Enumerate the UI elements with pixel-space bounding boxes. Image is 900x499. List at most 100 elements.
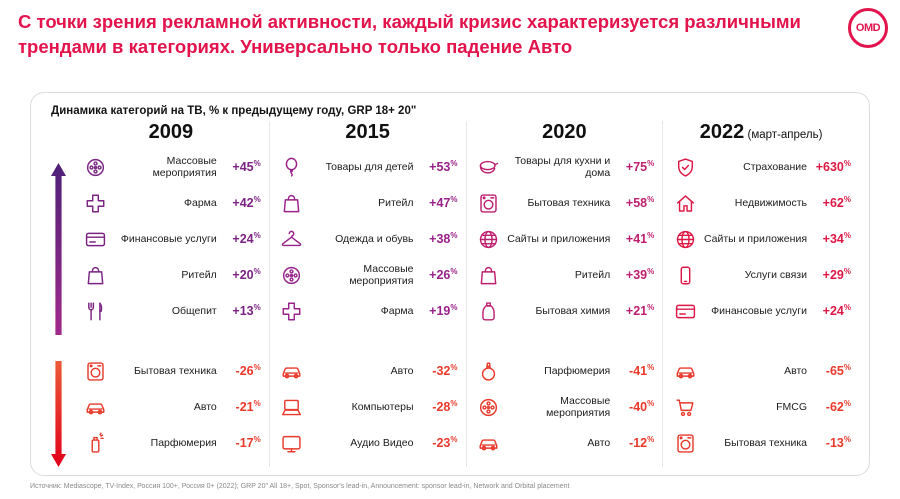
- category-row: Компьютеры -28%: [278, 389, 458, 425]
- category-label: Финансовые услуги: [120, 232, 217, 245]
- category-label: Бытовая техника: [134, 364, 217, 377]
- category-row: Страхование +630%: [671, 149, 851, 185]
- category-label: Ритейл: [181, 268, 217, 281]
- shield-check-icon: [671, 156, 699, 179]
- category-label: Бытовая техника: [527, 196, 611, 209]
- category-row: Ритейл +39%: [475, 257, 654, 293]
- category-label: Сайты и приложения: [703, 232, 807, 245]
- category-value: +630%: [815, 159, 851, 175]
- source-note: Источник: Mediascope, TV-Index, Россия 1…: [30, 483, 570, 490]
- decline-arrow-icon: [50, 361, 66, 467]
- category-row: Массовые мероприятия -40%: [475, 389, 655, 425]
- category-label: Бытовая техника: [724, 436, 807, 449]
- category-label: Общепит: [171, 304, 217, 317]
- category-row: Парфюмерия -17%: [81, 425, 261, 461]
- trend-arrows: [43, 121, 73, 467]
- washing-machine-icon: [671, 432, 699, 455]
- category-row: Массовые мероприятия +26%: [278, 257, 458, 293]
- shopping-bag-icon: [278, 192, 306, 215]
- category-value: -13%: [825, 435, 851, 451]
- spray-can-icon: [81, 431, 109, 455]
- category-value: +13%: [232, 303, 261, 319]
- perfume-icon: [475, 360, 503, 383]
- car-icon: [81, 396, 109, 419]
- film-reel-icon: [475, 396, 503, 419]
- category-label: Финансовые услуги: [711, 304, 807, 317]
- category-label: Массовые мероприятия: [152, 154, 217, 179]
- category-row: Сайты и приложения +41%: [475, 221, 654, 257]
- washing-machine-icon: [475, 192, 503, 215]
- category-value: +45%: [232, 159, 261, 175]
- category-row: Парфюмерия -41%: [475, 353, 654, 389]
- car-icon: [671, 360, 699, 383]
- category-label: Авто: [784, 364, 807, 377]
- card-title: Динамика категорий на ТВ, % к предыдущем…: [51, 105, 417, 117]
- year-label: 2015: [345, 121, 390, 143]
- shopping-bag-icon: [81, 264, 109, 287]
- year-column-2022: 2022 (март-апрель) Страхование +630% Недвиж…: [662, 121, 859, 467]
- category-row: Финансовые услуги +24%: [81, 221, 261, 257]
- category-value: +42%: [232, 195, 261, 211]
- washing-machine-icon: [81, 360, 109, 383]
- year-column-2009: 2009 Массовые мероприятия +45% Фарма +42% Фин…: [73, 121, 269, 467]
- falling-categories: Авто -32% Компьютеры -28% Аудио Видео -23%: [278, 353, 458, 461]
- rising-categories: Страхование +630% Недвижимость +62% Сайты и …: [671, 149, 851, 329]
- category-label: FMCG: [776, 400, 807, 413]
- rising-categories: Массовые мероприятия +45% Фарма +42% Финансо…: [81, 149, 261, 329]
- category-row: Аудио Видео -23%: [278, 425, 458, 461]
- category-value: -40%: [629, 399, 655, 415]
- shopping-cart-icon: [671, 396, 699, 419]
- category-row: Авто -21%: [81, 389, 261, 425]
- category-label: Товары для детей: [325, 160, 414, 173]
- category-row: Ритейл +47%: [278, 185, 458, 221]
- category-row: FMCG -62%: [671, 389, 851, 425]
- tv-icon: [278, 432, 306, 455]
- falling-categories: Бытовая техника -26% Авто -21% Парфюмерия -17…: [81, 353, 261, 461]
- category-value: +62%: [822, 195, 851, 211]
- credit-card-icon: [671, 300, 699, 323]
- category-row: Бытовая техника -26%: [81, 353, 261, 389]
- category-label: Авто: [587, 436, 611, 449]
- cookware-icon: [475, 156, 503, 179]
- category-label: Бытовая химия: [535, 304, 611, 317]
- category-value: -62%: [825, 399, 851, 415]
- category-value: -21%: [235, 399, 261, 415]
- category-row: Недвижимость +62%: [671, 185, 851, 221]
- year-column-2015: 2015 Товары для детей +53% Ритейл +47% Одежда…: [268, 121, 466, 467]
- year-label: 2009: [148, 121, 194, 143]
- category-value: -26%: [235, 363, 261, 379]
- category-row: Бытовая техника +58%: [475, 185, 654, 221]
- film-reel-icon: [278, 264, 306, 287]
- year-columns: 2009 Массовые мероприятия +45% Фарма +42% Фин…: [73, 121, 859, 467]
- category-row: Одежда и обувь +38%: [278, 221, 458, 257]
- category-label: Страхование: [743, 160, 807, 173]
- category-label: Фарма: [184, 196, 217, 209]
- rising-categories: Товары для кухни и дома +75% Бытовая техни…: [475, 149, 655, 329]
- falling-categories: Авто -65% FMCG -62% Бытовая техника -13%: [671, 353, 851, 461]
- category-value: +53%: [429, 159, 458, 175]
- chart-card: Динамика категорий на ТВ, % к предыдущем…: [30, 92, 870, 476]
- car-icon: [475, 432, 503, 455]
- falling-categories: Парфюмерия -41% Массовые мероприятия -40% Ав…: [475, 353, 655, 461]
- category-value: +21%: [625, 303, 655, 319]
- category-label: Ритейл: [574, 268, 611, 281]
- category-label: Аудио Видео: [350, 436, 414, 449]
- category-value: +26%: [429, 267, 458, 283]
- category-row: Бытовая химия +21%: [475, 293, 655, 329]
- category-label: Парфюмерия: [544, 364, 611, 377]
- growth-arrow-icon: [50, 163, 66, 335]
- category-row: Авто -32%: [278, 353, 458, 389]
- category-label: Одежда и обувь: [335, 232, 414, 245]
- category-label: Массовые мероприятия: [546, 394, 611, 419]
- year-label: 2022: [699, 121, 745, 143]
- category-row: Товары для кухни и дома +75%: [475, 149, 654, 185]
- omd-logo-text: OMD: [855, 22, 881, 34]
- category-value: +38%: [429, 231, 458, 247]
- category-value: +47%: [429, 195, 458, 211]
- category-value: +24%: [822, 303, 851, 319]
- slide-title: С точки зрения рекламной активности, каж…: [18, 11, 801, 57]
- year-suffix: (март-апрель): [744, 129, 823, 141]
- mobile-phone-icon: [671, 264, 699, 287]
- category-value: +19%: [429, 303, 458, 319]
